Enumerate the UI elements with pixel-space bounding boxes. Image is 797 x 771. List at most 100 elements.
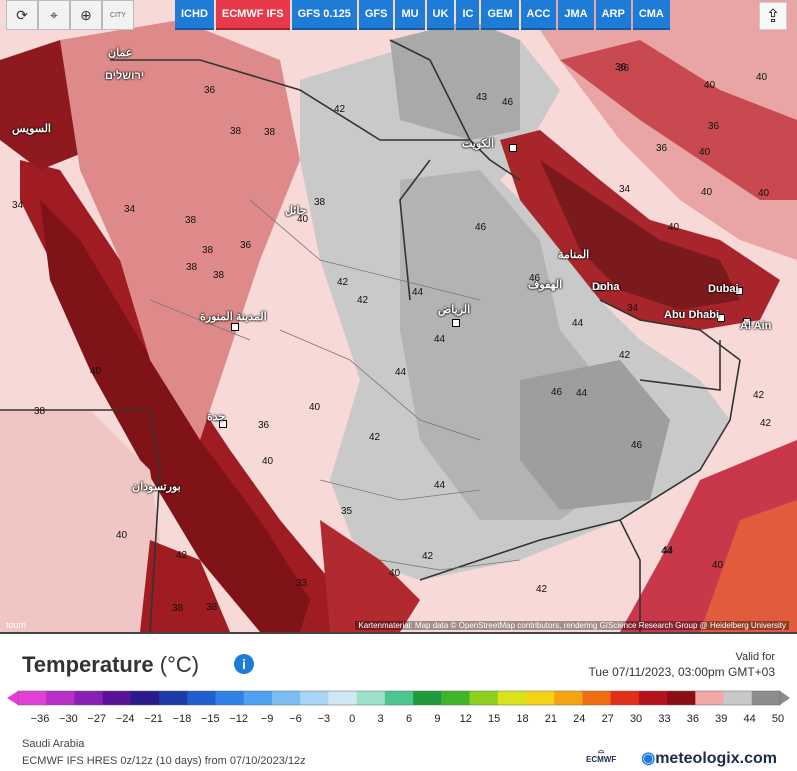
- color-scale-tick: 36: [686, 713, 699, 725]
- color-scale-segment: [695, 691, 725, 705]
- temperature-label: 44: [661, 546, 673, 557]
- temperature-label: 33: [296, 578, 308, 589]
- city-toggle-label: CITY: [110, 11, 126, 19]
- city-label-jeddah: جدة: [207, 411, 226, 423]
- temperature-label: 42: [760, 418, 772, 429]
- color-scale-segment: [497, 691, 527, 705]
- temperature-label: 46: [529, 273, 541, 284]
- color-scale-segment: [74, 691, 104, 705]
- city-marker: [717, 314, 725, 322]
- city-label-amman: عمان: [108, 47, 133, 59]
- temperature-label: 46: [631, 440, 643, 451]
- temperature-label: 40: [701, 187, 713, 198]
- temperature-label: 44: [576, 388, 588, 399]
- model-button-mu[interactable]: MU: [395, 0, 425, 30]
- temperature-label: 36: [708, 121, 720, 132]
- city-toggle-button[interactable]: CITY: [102, 0, 134, 30]
- model-button-ic[interactable]: IC: [456, 0, 480, 30]
- color-scale-tick: −15: [200, 713, 220, 725]
- color-scale-tick: 33: [658, 713, 671, 725]
- city-label-manama: المنامة: [558, 249, 590, 261]
- color-scale-segment: [441, 691, 471, 705]
- model-button-gfs-0-125[interactable]: GFS 0.125: [291, 0, 357, 30]
- city-label-dubai: Dubai: [708, 283, 739, 295]
- color-scale-tick: −36: [30, 713, 50, 725]
- temperature-label: 40: [758, 188, 770, 199]
- model-button-ecmwf-ifs[interactable]: ECMWF IFS: [215, 0, 290, 30]
- share-icon[interactable]: ⇪: [759, 2, 787, 30]
- temperature-label: 34: [12, 200, 24, 211]
- temperature-label: 38: [264, 127, 276, 138]
- city-marker: [509, 144, 517, 152]
- color-scale-tick: 30: [629, 713, 643, 725]
- temperature-label: 46: [551, 387, 563, 398]
- color-scale-tick: −30: [59, 713, 78, 725]
- map-attribution[interactable]: Kartenmaterial: Map data © OpenStreetMap…: [355, 621, 789, 630]
- color-scale-tick: 44: [743, 713, 756, 725]
- model-button-gfs[interactable]: GFS: [358, 0, 394, 30]
- temperature-label: 44: [662, 545, 674, 556]
- meteologix-logo[interactable]: ◉meteologix.com: [641, 748, 777, 768]
- temperature-label: 38: [172, 603, 184, 614]
- zoom-icon[interactable]: ⊕: [70, 0, 102, 30]
- color-scale-segment: [610, 691, 640, 705]
- color-scale-segment: [187, 691, 217, 705]
- temperature-label: 40: [712, 560, 724, 571]
- map-toolbar: ⟳ ⌖ ⊕ CITY: [6, 0, 134, 30]
- city-label-al-ain: Al Ain: [740, 320, 772, 332]
- map-pin-icon[interactable]: ⌖: [38, 0, 70, 30]
- globe-icon: ◉: [641, 750, 656, 767]
- model-button-jma[interactable]: JMA: [558, 0, 594, 30]
- color-scale-tick: 39: [715, 713, 728, 725]
- color-scale-tick: 21: [544, 713, 558, 725]
- color-scale-tick: 24: [573, 713, 586, 725]
- temperature-label: 42: [422, 551, 434, 562]
- color-scale-tick: −12: [229, 713, 249, 725]
- legend-title-text: Temperature: [22, 652, 154, 677]
- temperature-label: 35: [341, 506, 353, 517]
- model-button-acc[interactable]: ACC: [520, 0, 557, 30]
- color-scale-outline: [17, 690, 781, 706]
- color-scale-tick: 6: [405, 713, 413, 725]
- temperature-label: 40: [262, 456, 274, 467]
- color-scale-segment: [46, 691, 75, 705]
- temperature-label: 38: [230, 126, 242, 137]
- info-icon[interactable]: i: [234, 654, 254, 674]
- color-scale-segment: [582, 691, 612, 705]
- city-label-port-sudan: بورتسودان: [132, 481, 181, 493]
- temperature-label: 38: [206, 602, 218, 613]
- legend-unit: (°C): [159, 652, 200, 677]
- city-label-medina: المدينة المنورة: [200, 311, 267, 323]
- color-scale-segment: [159, 691, 188, 705]
- model-button-ichd[interactable]: ICHD: [175, 0, 214, 30]
- temperature-label: 36: [656, 143, 668, 154]
- color-scale-segment: [328, 691, 358, 705]
- color-scale-segment: [667, 691, 696, 705]
- model-button-gem[interactable]: GEM: [481, 0, 519, 30]
- color-scale-segment: [300, 691, 329, 705]
- model-button-uk[interactable]: UK: [426, 0, 455, 30]
- temperature-label: 40: [756, 72, 768, 83]
- city-label-jerusalem: ירושלים: [105, 70, 145, 82]
- temperature-label: 43: [476, 92, 488, 103]
- refresh-icon[interactable]: ⟳: [6, 0, 38, 30]
- temperature-label: 38: [34, 406, 46, 417]
- temperature-label: 44: [434, 334, 446, 345]
- color-scale-segment: [102, 691, 132, 705]
- temperature-label: 40: [90, 366, 102, 377]
- map-canvas[interactable]: [0, 0, 797, 632]
- color-scale-tick: 50: [771, 713, 785, 725]
- color-scale-segment: [526, 691, 555, 705]
- color-scale-left-arrow: [7, 691, 18, 705]
- color-scale-tick: 15: [488, 713, 501, 725]
- city-marker: [231, 323, 239, 331]
- temperature-label: 42: [369, 432, 381, 443]
- model-button-arp[interactable]: ARP: [595, 0, 631, 30]
- weather-map[interactable]: 36 38 38 34 34 38 38 36 38 38 40 40 42 42 42 44 44 44 46 46…: [0, 0, 797, 634]
- color-scale-tick: 0: [349, 713, 356, 725]
- color-scale-segment: [384, 691, 414, 705]
- temperature-label: 38: [314, 197, 326, 208]
- ecmwf-logo: ⌓ ECMWF: [586, 746, 617, 764]
- model-button-cma[interactable]: CMA: [632, 0, 670, 30]
- valid-time: Tue 07/11/2023, 03:00pm GMT+03: [588, 665, 775, 679]
